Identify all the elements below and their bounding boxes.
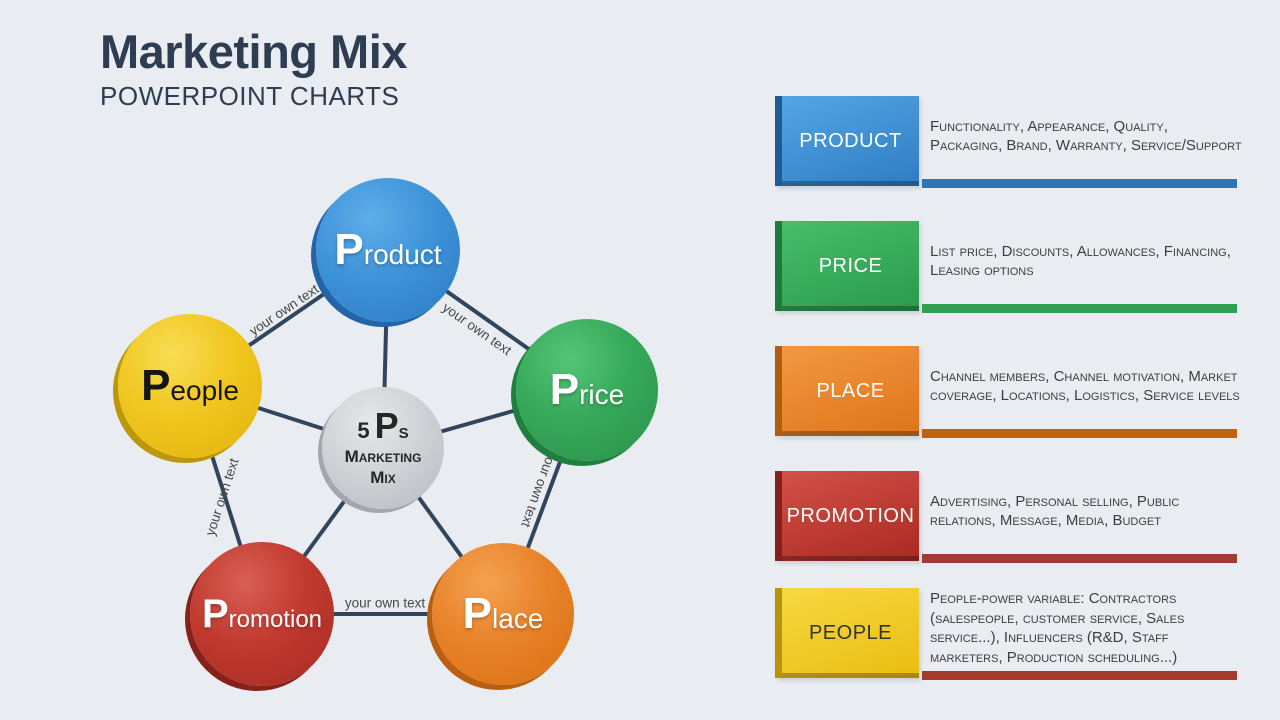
legend-box-promotion: PROMOTION bbox=[775, 471, 919, 561]
legend-desc-promotion: Advertising, Personal selling, Public re… bbox=[930, 492, 1180, 530]
marketing-mix-diagram: your own text your own text your own tex… bbox=[118, 178, 658, 686]
node-people-label: People bbox=[141, 361, 239, 410]
legend-box-promotion-label: PROMOTION bbox=[786, 504, 915, 527]
legend-row-product: PRODUCT Functionality, Appearance, Quali… bbox=[775, 96, 1242, 188]
node-product: Product bbox=[316, 178, 460, 322]
legend-box-product-label: PRODUCT bbox=[799, 129, 902, 152]
node-price: Price bbox=[516, 319, 658, 461]
legend-desc-price: List price, Discounts, Allowances, Finan… bbox=[930, 242, 1231, 280]
legend-box-price-label: PRICE bbox=[818, 254, 883, 277]
legend-row-place: PLACE Channel members, Channel motivatio… bbox=[775, 346, 1240, 438]
legend-row-price: PRICE List price, Discounts, Allowances,… bbox=[775, 221, 1237, 313]
legend-desc-people: People-power variable: Contractors (sale… bbox=[930, 590, 1185, 666]
node-place-label: Place bbox=[462, 589, 544, 638]
legend-box-place: PLACE bbox=[775, 346, 919, 436]
legend-bar-place bbox=[922, 429, 1237, 438]
legend-box-people: PEOPLE bbox=[775, 588, 919, 678]
node-price-label: Price bbox=[549, 365, 625, 414]
legend-bar-price bbox=[922, 304, 1237, 313]
node-hub-5ps: 5 Ps Marketing Mix bbox=[322, 387, 444, 509]
legend-desc-product: Functionality, Appearance, Quality, Pack… bbox=[930, 117, 1242, 155]
node-people: People bbox=[118, 314, 262, 458]
legend-row-promotion: PROMOTION Advertising, Personal selling,… bbox=[775, 471, 1237, 563]
legend-bar-product bbox=[922, 179, 1237, 188]
legend-desc-place: Channel members, Channel motivation, Mar… bbox=[930, 367, 1240, 405]
legend-bar-people bbox=[922, 671, 1237, 680]
legend-box-people-label: PEOPLE bbox=[808, 621, 893, 644]
hub-line-5ps: 5 Ps bbox=[357, 405, 409, 447]
node-promotion-label: Promotion bbox=[201, 591, 323, 636]
node-place: Place bbox=[432, 543, 574, 685]
page-subtitle: POWERPOINT CHARTS bbox=[100, 81, 400, 111]
node-promotion: Promotion bbox=[190, 542, 334, 686]
legend-box-price: PRICE bbox=[775, 221, 919, 311]
hub-label: 5 Ps Marketing Mix bbox=[343, 408, 423, 487]
legend-box-product: PRODUCT bbox=[775, 96, 919, 186]
legend-row-people: PEOPLE People-power variable: Contractor… bbox=[775, 588, 1237, 680]
edge-label-promotion-place: your own text bbox=[344, 595, 426, 611]
header: Marketing Mix POWERPOINT CHARTS bbox=[100, 24, 407, 112]
page-title: Marketing Mix bbox=[100, 25, 407, 78]
node-product-label: Product bbox=[334, 225, 442, 274]
legend-box-place-label: PLACE bbox=[816, 379, 885, 402]
legend-bar-promotion bbox=[922, 554, 1237, 563]
hub-line-marketing-mix: Marketing Mix bbox=[344, 447, 422, 487]
